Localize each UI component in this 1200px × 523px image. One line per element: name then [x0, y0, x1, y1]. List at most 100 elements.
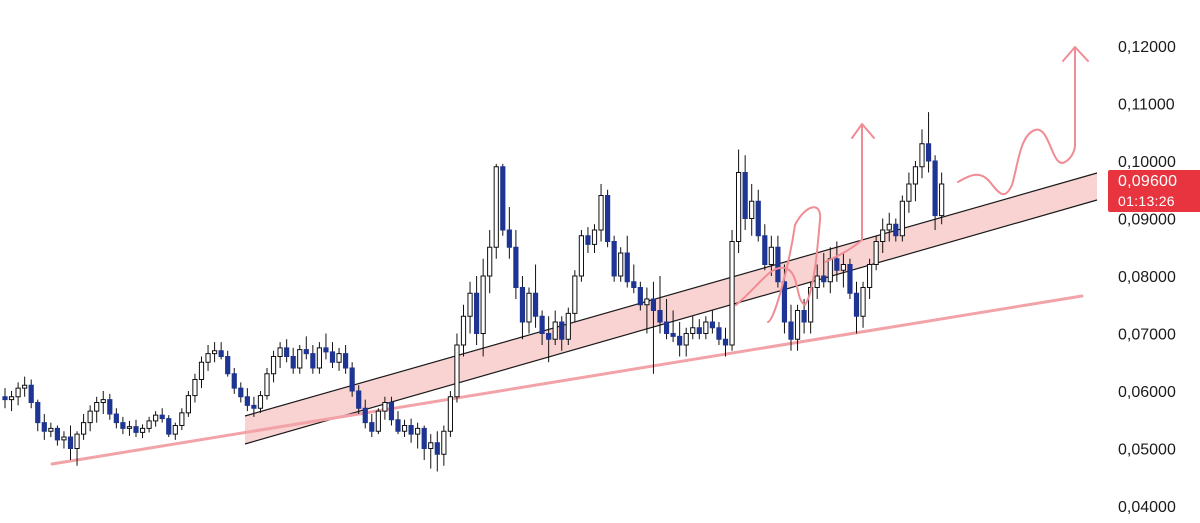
- candle: [264, 368, 270, 400]
- current-price-value: 0,09600: [1118, 173, 1178, 190]
- candle-body: [218, 350, 224, 357]
- candle-body: [683, 333, 689, 346]
- candle-body: [657, 310, 663, 323]
- candle: [755, 189, 761, 242]
- candle-body: [722, 338, 729, 346]
- candle-body: [428, 442, 434, 449]
- candle-body: [644, 298, 650, 306]
- candle: [382, 396, 388, 420]
- candle-body: [768, 246, 774, 265]
- candle: [493, 163, 499, 259]
- candle: [408, 418, 414, 443]
- candle: [126, 420, 133, 436]
- candle: [100, 391, 106, 414]
- candle: [696, 319, 702, 340]
- candle-body: [749, 200, 755, 219]
- candle: [454, 333, 460, 403]
- candle-body: [179, 412, 185, 427]
- candle-body: [650, 298, 657, 311]
- candle-body: [598, 195, 604, 231]
- candle-body: [487, 246, 493, 277]
- candle: [139, 424, 146, 439]
- candle: [303, 336, 309, 360]
- candle-body: [736, 172, 742, 242]
- candle-body: [605, 195, 611, 242]
- candle: [932, 155, 938, 230]
- candle: [749, 184, 755, 236]
- candle-body: [388, 402, 395, 421]
- candle: [395, 411, 401, 435]
- candle-body: [932, 160, 938, 217]
- candle-body: [618, 252, 624, 277]
- candle: [447, 391, 453, 437]
- candle-body: [539, 315, 545, 334]
- candle: [834, 241, 840, 282]
- candle-body: [159, 414, 165, 420]
- candle: [179, 408, 185, 431]
- candle: [198, 356, 205, 389]
- candle: [349, 362, 355, 397]
- candle-body: [172, 425, 178, 435]
- candle: [677, 322, 683, 357]
- candle-body: [297, 349, 303, 369]
- candle: [899, 195, 905, 242]
- candle: [81, 414, 87, 440]
- candle-body: [853, 292, 860, 317]
- candle: [532, 264, 539, 328]
- candle: [880, 218, 886, 253]
- candle-body: [775, 246, 781, 283]
- candle-body: [100, 399, 106, 403]
- candle: [270, 350, 277, 383]
- candle: [526, 287, 532, 334]
- support-trendline: [50, 294, 1084, 466]
- candle-body: [74, 433, 80, 449]
- candle-body: [185, 395, 192, 414]
- candle: [166, 415, 172, 437]
- candle: [886, 212, 892, 242]
- candle: [539, 310, 545, 345]
- price-axis[interactable]: 0,04000 0,05000 0,06000 0,07000 0,08000 0,090…: [1118, 39, 1176, 516]
- candle: [428, 434, 434, 469]
- candle-body: [22, 384, 28, 389]
- price-projection: [735, 46, 1089, 323]
- candle: [192, 373, 198, 403]
- candle: [939, 172, 945, 225]
- candle: [61, 431, 67, 449]
- candle: [415, 422, 421, 449]
- current-price-badge: 0,09600 01:13:26: [1108, 170, 1200, 212]
- candle-body: [192, 379, 198, 397]
- candle-body: [316, 347, 322, 369]
- candle-body: [847, 264, 853, 294]
- candle-body: [107, 399, 113, 415]
- candle-countdown: 01:13:26: [1118, 193, 1175, 209]
- y-tick-label: 0,08000: [1118, 269, 1176, 286]
- candle-body: [690, 327, 696, 334]
- candle-body: [2, 396, 8, 401]
- candle: [257, 391, 264, 413]
- candle: [290, 347, 296, 374]
- candle-body: [677, 335, 683, 346]
- candle-body: [343, 353, 349, 369]
- candle: [205, 345, 211, 371]
- candle: [690, 316, 696, 340]
- candle-body: [716, 327, 722, 340]
- candle-body: [126, 426, 133, 429]
- candle: [605, 189, 611, 248]
- candle: [670, 310, 676, 343]
- candle-body: [880, 229, 886, 242]
- candle: [310, 345, 316, 374]
- candle-body: [834, 258, 840, 271]
- candle-body: [198, 361, 205, 380]
- candle-body: [329, 351, 336, 363]
- candle: [847, 258, 853, 299]
- candle: [644, 287, 650, 334]
- candle: [722, 327, 729, 357]
- candle: [598, 184, 604, 242]
- candle-body: [54, 427, 60, 441]
- candle-body: [113, 413, 119, 424]
- candle: [113, 408, 119, 429]
- candle: [225, 350, 231, 377]
- candle-body: [474, 292, 480, 334]
